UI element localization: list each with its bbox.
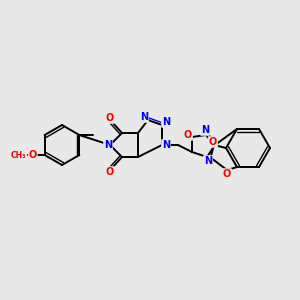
- Text: O: O: [106, 167, 114, 177]
- Text: N: N: [140, 112, 148, 122]
- Text: O: O: [106, 113, 114, 123]
- Text: N: N: [201, 125, 209, 135]
- Text: N: N: [162, 117, 170, 127]
- Text: N: N: [162, 140, 170, 150]
- Text: N: N: [204, 156, 212, 166]
- Text: O: O: [28, 150, 37, 160]
- Text: O: O: [223, 169, 231, 179]
- Text: CH₃: CH₃: [11, 151, 26, 160]
- Text: N: N: [104, 140, 112, 150]
- Text: O: O: [184, 130, 192, 140]
- Text: O: O: [209, 137, 217, 147]
